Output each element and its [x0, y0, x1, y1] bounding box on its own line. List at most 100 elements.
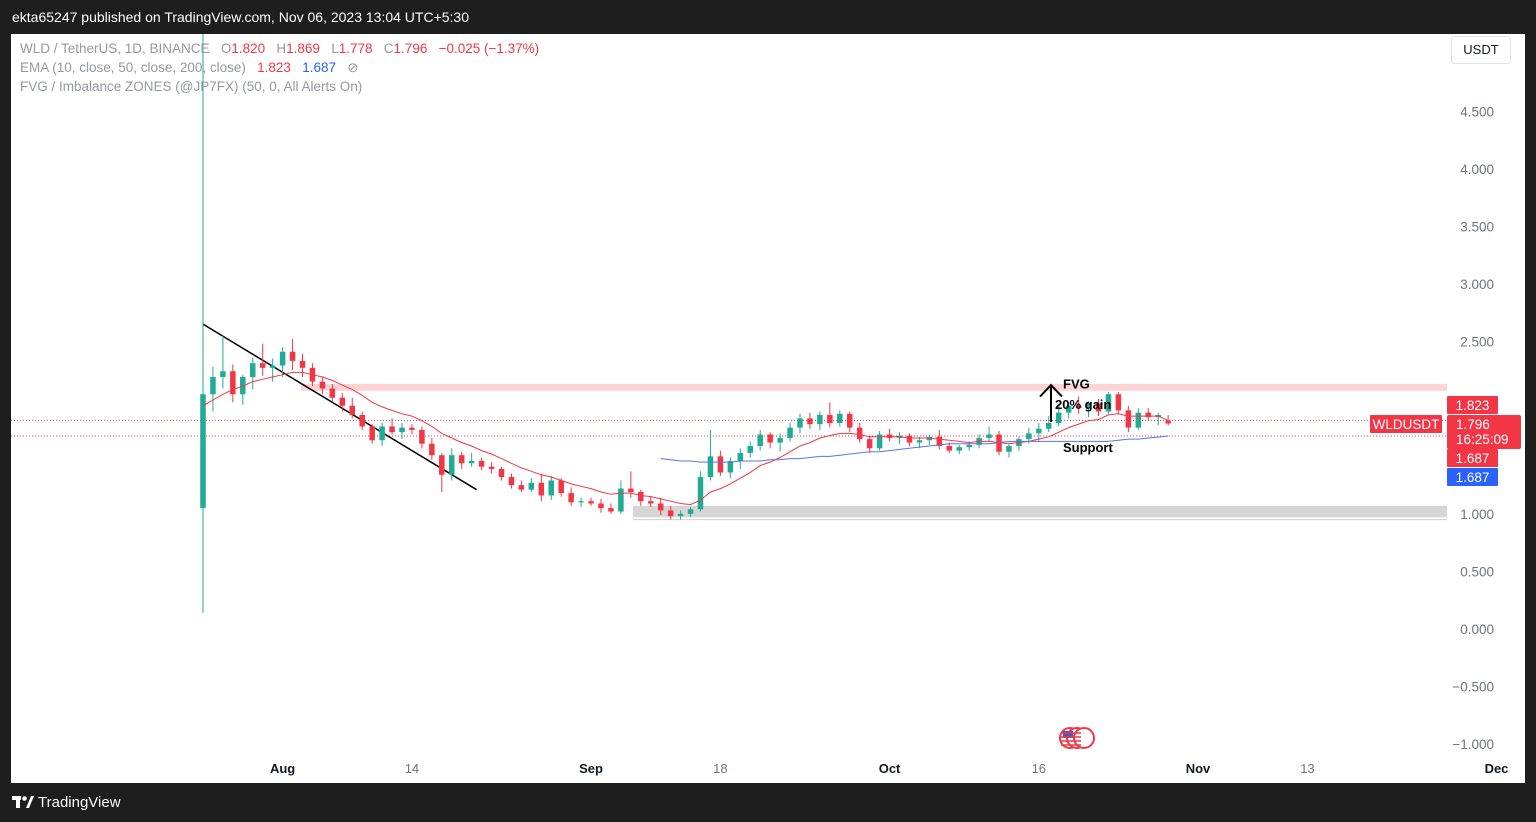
candle-body	[608, 508, 614, 512]
candle-body	[677, 513, 684, 517]
candle-body	[508, 477, 515, 486]
x-axis-tick-label: Nov	[1186, 761, 1211, 776]
candle-body	[409, 427, 415, 430]
candle-body	[1145, 412, 1151, 418]
candle-body	[876, 434, 883, 449]
candle-body	[468, 460, 475, 464]
candle-body	[230, 371, 236, 395]
price-label-ema-fast-bg	[1447, 396, 1498, 414]
candle-body	[359, 414, 365, 427]
downtrend-line	[202, 323, 478, 491]
y-axis-tick-label: 4.000	[1460, 162, 1494, 177]
candle-body	[628, 488, 634, 492]
candle-body	[767, 434, 773, 443]
candle-body	[1105, 394, 1112, 412]
y-axis-tick-label: −0.500	[1452, 680, 1494, 695]
candle-body	[598, 503, 604, 509]
publish-bar: ekta65247 published on TradingView.com, …	[0, 0, 1536, 34]
candle-body	[966, 444, 972, 448]
candle-body	[657, 503, 664, 511]
close-value: 1.796	[393, 41, 428, 56]
chart-panel[interactable]: FVG 20% gain Support 4.500 4.000 3.500 3.000 2…	[11, 34, 1525, 783]
candle-body	[1036, 428, 1042, 434]
candle-body	[916, 440, 923, 443]
candle-body	[1075, 405, 1082, 409]
hidden-eye-icon[interactable]: ⊘	[347, 60, 359, 75]
candle-body	[478, 460, 485, 467]
candle-body	[707, 456, 714, 478]
candle-body	[837, 413, 843, 423]
tradingview-logo-icon	[12, 796, 34, 808]
candle-body	[528, 482, 535, 490]
candle-body	[1026, 433, 1032, 440]
candle-body	[648, 501, 654, 504]
candle-body	[886, 434, 893, 438]
candle-body	[866, 439, 873, 449]
symbol-info[interactable]: WLD / TetherUS, 1D, BINANCE	[20, 41, 210, 56]
candle-body	[1095, 403, 1102, 412]
y-axis-tick-label: 1.000	[1460, 507, 1494, 522]
candle-body	[687, 509, 694, 514]
symbol-price-badge: WLDUSDT	[1373, 417, 1440, 432]
candle-body	[856, 427, 863, 440]
fvg-row: FVG / Imbalance ZONES (@JP7FX) (50, 0, A…	[20, 77, 539, 96]
x-axis-tick-label: Oct	[879, 761, 901, 776]
candle-body	[827, 414, 833, 423]
candle-body	[269, 365, 276, 368]
candle-body	[1055, 412, 1062, 423]
candle-body	[458, 455, 465, 464]
candle-body	[618, 488, 624, 512]
candle-body	[1125, 410, 1132, 428]
candle-body	[548, 480, 554, 496]
candle-body	[1165, 420, 1171, 424]
open-label: O	[220, 41, 232, 56]
x-axis-tick-label: 13	[1300, 761, 1314, 776]
candle-body	[538, 482, 545, 496]
fvg-annotation: FVG	[1063, 377, 1090, 392]
chart-legend: WLD / TetherUS, 1D, BINANCE O1.820 H1.86…	[20, 39, 539, 96]
ema-fast-value: 1.823	[257, 60, 291, 75]
symbol-row: WLD / TetherUS, 1D, BINANCE O1.820 H1.86…	[20, 39, 539, 58]
x-axis-tick-label: Sep	[579, 761, 603, 776]
footer-bar: TradingView	[0, 783, 1536, 822]
x-axis-tick-label: 14	[405, 761, 419, 776]
candle-body	[349, 405, 355, 415]
low-label: L	[331, 41, 339, 56]
gain-annotation: 20% gain	[1055, 397, 1111, 412]
y-axis-tick-label: 3.500	[1460, 220, 1494, 235]
candle-body	[568, 493, 574, 503]
x-axis-tick-label: Aug	[270, 761, 295, 776]
y-axis-tick-label: 2.500	[1460, 335, 1494, 350]
price-label-level-red-bg	[1447, 449, 1498, 467]
candle-body	[429, 443, 435, 456]
candle-body	[1085, 403, 1092, 409]
gain-arrow-head	[1039, 383, 1063, 398]
current-price-block	[1447, 415, 1521, 449]
candle-body	[926, 436, 933, 441]
candle-body	[488, 466, 495, 469]
candle-body	[259, 363, 266, 368]
candle-body	[399, 427, 405, 433]
y-axis-tick-label: 3.000	[1460, 277, 1494, 292]
price-label-level-red: 1.687	[1456, 451, 1490, 466]
candle-body	[389, 426, 395, 433]
x-axis-tick-label: Dec	[1485, 761, 1509, 776]
candle-body	[220, 371, 226, 377]
ema-indicator-label[interactable]: EMA (10, close, 50, close, 200, close)	[20, 60, 246, 75]
publish-text: ekta65247 published on TradingView.com, …	[12, 9, 469, 25]
fvg-indicator-label[interactable]: FVG / Imbalance ZONES (@JP7FX) (50, 0, A…	[20, 79, 363, 94]
candle-body	[518, 485, 525, 490]
candle-body	[956, 447, 962, 451]
support-zone	[633, 505, 1447, 518]
price-chart[interactable]: FVG 20% gain Support 4.500 4.000 3.500 3.000 2…	[11, 34, 1525, 783]
symbol-price-badge-bg	[1370, 415, 1442, 433]
footer-brand: TradingView	[38, 794, 121, 811]
candle-body	[449, 455, 455, 475]
candle-body	[379, 426, 385, 441]
candle-body	[817, 414, 823, 425]
flag-canton-icon	[1063, 731, 1073, 738]
ema-row: EMA (10, close, 50, close, 200, close) 1…	[20, 58, 539, 77]
low-value: 1.778	[338, 41, 373, 56]
currency-button[interactable]: USDT	[1451, 36, 1511, 64]
ema-50-line	[660, 435, 1169, 463]
